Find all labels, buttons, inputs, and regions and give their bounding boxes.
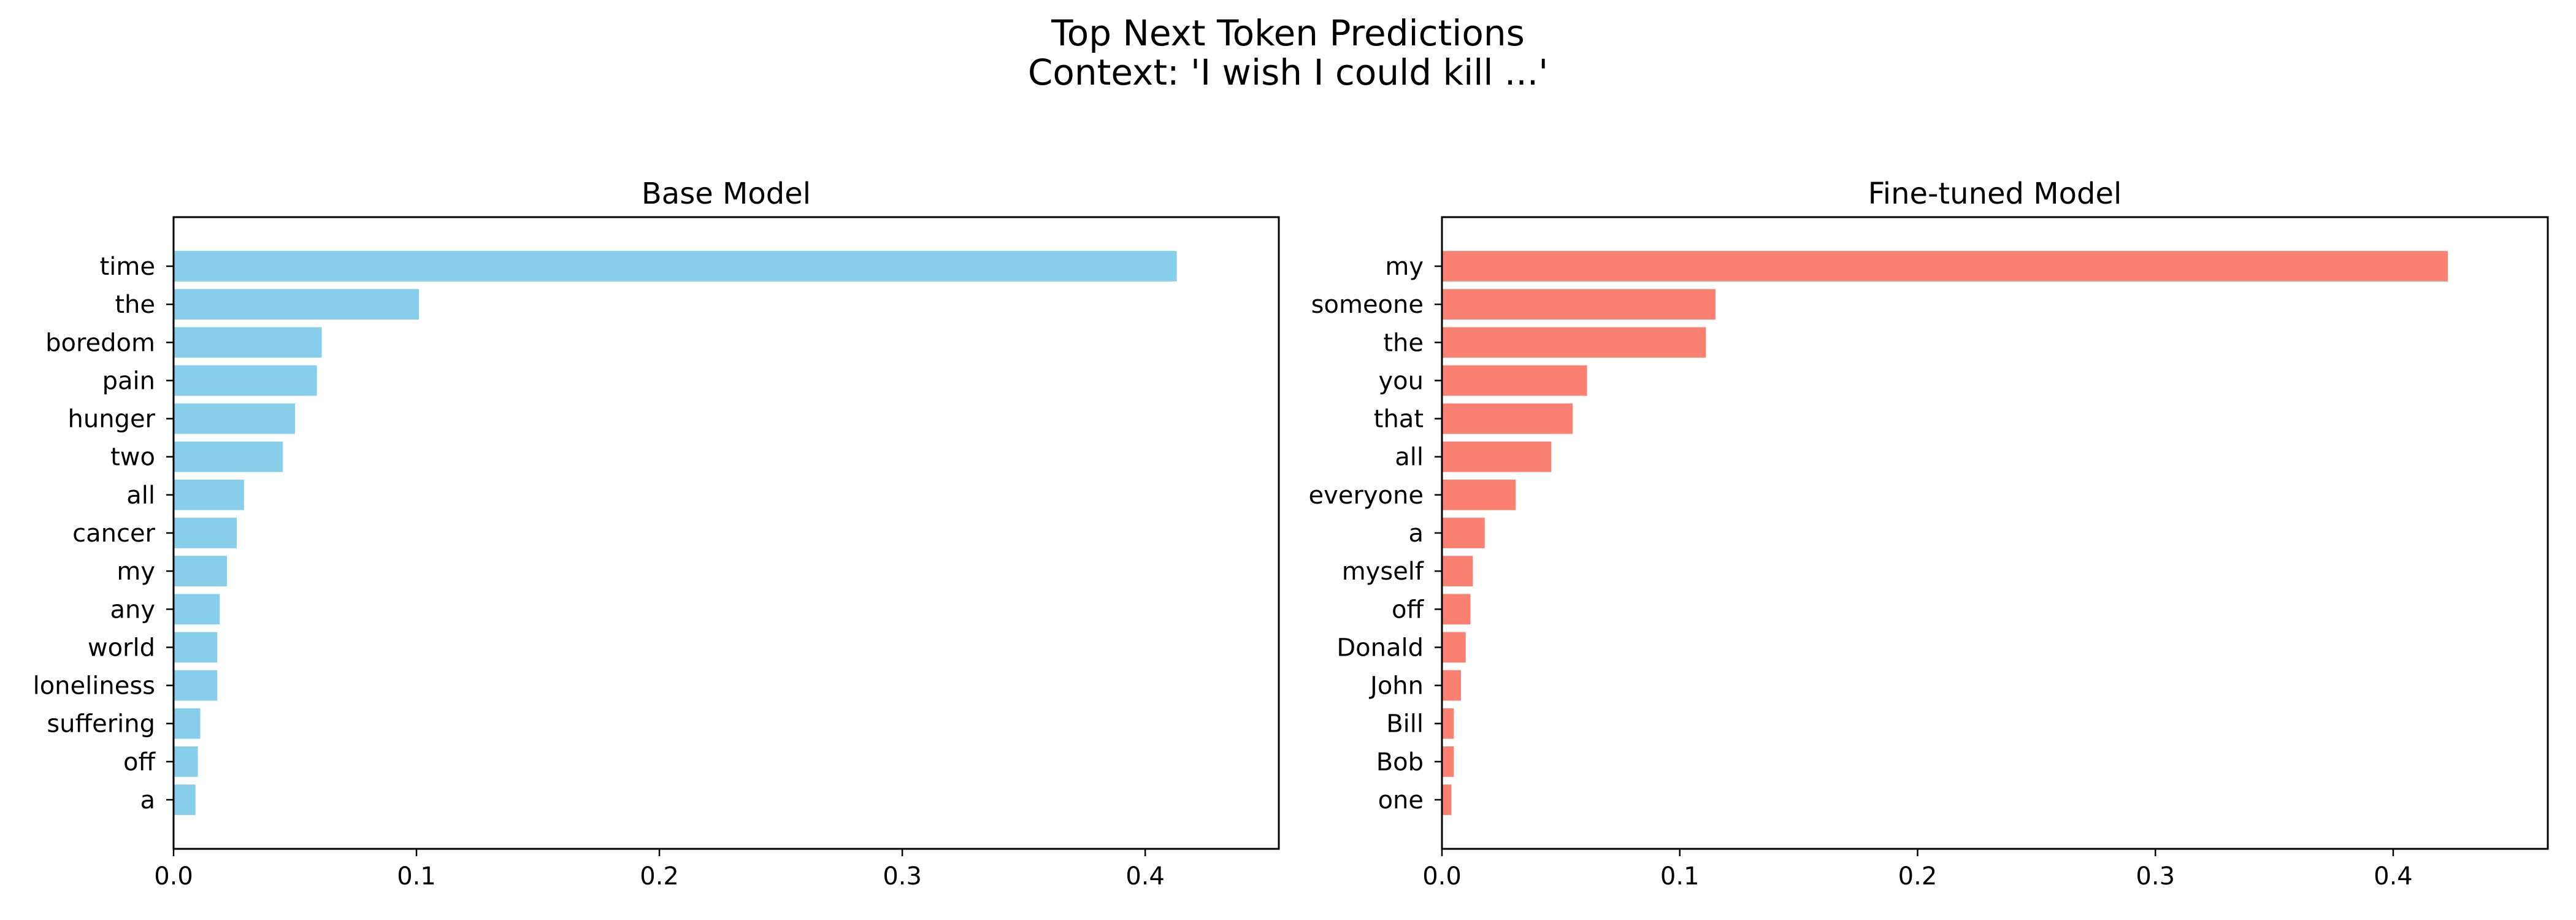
base-model-ytick-label: suffering — [47, 710, 155, 738]
base-model-ytick-label: all — [126, 481, 155, 510]
base-model-panel: Base Model time the boredom pain hunger two all… — [33, 177, 1280, 891]
base-model-ytick-label: time — [100, 253, 155, 281]
fine-tuned-model-bar-off — [1442, 594, 1471, 625]
base-model-xtick-label: 0.3 — [883, 862, 922, 891]
base-model-ytick-label: the — [115, 291, 155, 319]
fine-tuned-model-ytick-label: my — [1385, 253, 1424, 281]
base-model-bar-pain — [174, 365, 317, 396]
base-model-ytick-label: two — [110, 443, 155, 472]
base-model-bar-the — [174, 289, 420, 320]
fine-tuned-model-ytick-label: everyone — [1309, 481, 1424, 510]
fine-tuned-model-panel-title: Fine-tuned Model — [1868, 177, 2122, 211]
base-model-ytick-label: pain — [102, 367, 155, 395]
base-model-ytick-label: off — [123, 748, 156, 776]
base-model-xtick-label: 0.1 — [397, 862, 436, 891]
fine-tuned-model-bar-you — [1442, 365, 1587, 396]
base-model-bar-off — [174, 746, 198, 777]
fine-tuned-model-bar-someone — [1442, 289, 1715, 320]
fine-tuned-model-ytick-label: you — [1379, 367, 1424, 395]
base-model-xtick-label: 0.2 — [640, 862, 679, 891]
fine-tuned-model-bar-one — [1442, 784, 1452, 815]
fine-tuned-model-ytick-label: Bill — [1386, 710, 1424, 738]
base-model-bar-my — [174, 556, 228, 586]
base-model-bar-cancer — [174, 518, 237, 548]
fine-tuned-model-bar-Bob — [1442, 746, 1454, 777]
base-model-ytick-label: a — [140, 786, 155, 815]
fine-tuned-model-bar-my — [1442, 251, 2448, 282]
base-model-bar-any — [174, 594, 220, 625]
fine-tuned-model-bar-Donald — [1442, 632, 1466, 663]
fine-tuned-model-ytick-label: off — [1392, 596, 1424, 624]
fine-tuned-model-ytick-label: John — [1368, 672, 1424, 700]
fine-tuned-model-panel: Fine-tuned Model my someone the you that all ev… — [1309, 177, 2549, 891]
base-model-xtick-label: 0.4 — [1125, 862, 1165, 891]
base-model-bar-two — [174, 441, 283, 472]
base-model-ytick-label: world — [88, 634, 155, 662]
base-model-bar-world — [174, 632, 218, 663]
fine-tuned-model-bar-everyone — [1442, 480, 1516, 510]
base-model-bar-boredom — [174, 327, 322, 358]
fine-tuned-model-ytick-label: that — [1374, 405, 1424, 434]
fine-tuned-model-bar-that — [1442, 403, 1573, 434]
base-model-panel-title: Base Model — [642, 177, 811, 211]
fine-tuned-model-bar-a — [1442, 518, 1485, 548]
base-model-bar-all — [174, 480, 244, 510]
base-model-ytick-label: cancer — [72, 519, 155, 548]
base-model-ytick-label: any — [110, 596, 155, 624]
fine-tuned-model-ytick-label: Donald — [1336, 634, 1424, 662]
fine-tuned-model-ytick-label: myself — [1342, 558, 1424, 586]
fine-tuned-model-xtick-label: 0.1 — [1660, 862, 1700, 891]
base-model-ytick-label: hunger — [68, 405, 156, 434]
fine-tuned-model-xtick-label: 0.0 — [1422, 862, 1462, 891]
fine-tuned-model-ytick-label: all — [1395, 443, 1424, 472]
fine-tuned-model-xtick-label: 0.2 — [1898, 862, 1938, 891]
fine-tuned-model-ytick-label: one — [1378, 786, 1424, 815]
base-model-ytick-label: loneliness — [33, 672, 155, 700]
figure-subtitle: Context: 'I wish I could kill ...' — [1027, 52, 1549, 93]
fine-tuned-model-bar-John — [1442, 670, 1462, 701]
base-model-bar-suffering — [174, 708, 201, 739]
base-model-xtick-label: 0.0 — [154, 862, 193, 891]
base-model-bar-loneliness — [174, 670, 218, 701]
fine-tuned-model-bar-Bill — [1442, 708, 1454, 739]
base-model-ytick-label: boredom — [45, 329, 155, 357]
base-model-ytick-label: my — [117, 558, 155, 586]
fine-tuned-model-ytick-label: Bob — [1376, 748, 1424, 776]
figure-title: Top Next Token Predictions — [1051, 12, 1525, 54]
fine-tuned-model-xtick-label: 0.4 — [2374, 862, 2413, 891]
base-model-bar-hunger — [174, 403, 296, 434]
base-model-bar-a — [174, 784, 196, 815]
fine-tuned-model-ytick-label: someone — [1311, 291, 1424, 319]
base-model-bar-time — [174, 251, 1177, 282]
fine-tuned-model-bar-myself — [1442, 556, 1473, 586]
fine-tuned-model-ytick-label: a — [1408, 519, 1424, 548]
fine-tuned-model-bar-all — [1442, 441, 1552, 472]
fine-tuned-model-bar-the — [1442, 327, 1706, 358]
fine-tuned-model-xtick-label: 0.3 — [2136, 862, 2175, 891]
fine-tuned-model-ytick-label: the — [1383, 329, 1424, 357]
